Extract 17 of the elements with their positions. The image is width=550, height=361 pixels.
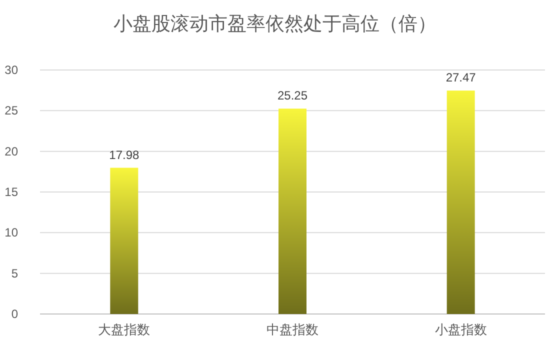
y-tick-label: 20 bbox=[4, 144, 18, 158]
y-tick-label: 5 bbox=[11, 266, 18, 280]
y-tick-label: 15 bbox=[4, 185, 18, 199]
y-tick-label: 10 bbox=[4, 226, 18, 240]
data-label: 27.47 bbox=[446, 70, 476, 85]
bar bbox=[446, 90, 475, 314]
y-tick-label: 30 bbox=[4, 63, 18, 77]
bar bbox=[110, 168, 138, 314]
x-tick-label: 小盘指数 bbox=[434, 322, 487, 337]
y-tick-label: 0 bbox=[11, 307, 18, 321]
x-tick-label: 中盘指数 bbox=[266, 322, 318, 337]
chart-title: 小盘股滚动市盈率依然处于高位（倍） bbox=[114, 13, 436, 35]
bar bbox=[278, 108, 306, 314]
y-tick-label: 25 bbox=[4, 104, 18, 118]
data-label: 25.25 bbox=[277, 88, 308, 103]
x-tick-label: 大盘指数 bbox=[98, 322, 150, 337]
data-label: 17.98 bbox=[109, 148, 140, 162]
